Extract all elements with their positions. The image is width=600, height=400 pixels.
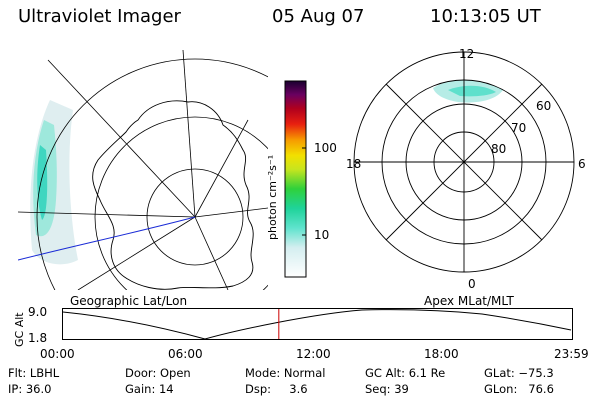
polar-plot bbox=[353, 51, 575, 273]
timeline-xtick-0600: 06:00 bbox=[168, 347, 203, 361]
lat-circle-inner bbox=[146, 168, 244, 266]
polar-panel-label: Apex MLat/MLT bbox=[424, 294, 514, 308]
mlt-label-6: 6 bbox=[578, 157, 586, 171]
colorbar-unit-label: photon cm⁻²s⁻¹ bbox=[266, 154, 279, 240]
timeline-xtick-1200: 12:00 bbox=[296, 347, 331, 361]
altitude-curve bbox=[62, 309, 572, 340]
timeline-xtick-1800: 18:00 bbox=[424, 347, 459, 361]
antarctica-coastline bbox=[92, 100, 254, 290]
mlt-label-0: 0 bbox=[468, 277, 476, 291]
info-mode: Mode: Normal bbox=[245, 366, 326, 380]
timeline-ylabel: GC Alt bbox=[13, 312, 26, 347]
timeline-plot bbox=[62, 308, 573, 340]
colorbar-tick-label-100: 100 bbox=[314, 141, 337, 155]
aurora-patch-geo bbox=[30, 100, 78, 265]
mlat-label-70: 70 bbox=[511, 121, 527, 135]
mlt-label-18: 18 bbox=[346, 157, 362, 171]
info-gcalt: GC Alt: 6.1 Re bbox=[365, 366, 446, 380]
colorbar-tick-label-10: 10 bbox=[314, 228, 330, 242]
colorbar bbox=[284, 80, 307, 278]
lat-circle-outer bbox=[36, 58, 268, 290]
info-dsp: Dsp: 3.6 bbox=[245, 382, 308, 396]
info-glat: GLat: −75.3 bbox=[484, 366, 554, 380]
timeline-xtick-0000: 00:00 bbox=[40, 347, 75, 361]
lat-circle-mid bbox=[94, 116, 268, 290]
info-gain: Gain: 14 bbox=[125, 382, 174, 396]
time-label: 10:13:05 UT bbox=[430, 6, 541, 27]
geographic-map bbox=[18, 50, 268, 290]
info-ip: IP: 36.0 bbox=[8, 382, 52, 396]
timeline-ytick-top: 9.0 bbox=[28, 305, 48, 319]
orbit-track bbox=[18, 216, 196, 261]
lon-line bbox=[194, 119, 249, 218]
mlat-label-60: 60 bbox=[536, 99, 552, 113]
info-flt: Flt: LBHL bbox=[8, 366, 60, 380]
lon-line bbox=[182, 50, 196, 218]
lon-line bbox=[47, 59, 196, 218]
instrument-title: Ultraviolet Imager bbox=[18, 6, 181, 27]
lon-line bbox=[77, 216, 196, 290]
lon-line bbox=[194, 207, 268, 218]
timeline-xtick-2359: 23:59 bbox=[554, 347, 589, 361]
mlat-label-80: 80 bbox=[491, 142, 507, 156]
info-seq: Seq: 39 bbox=[365, 382, 409, 396]
lon-line bbox=[194, 216, 229, 290]
timeline-ytick-bottom: 1.8 bbox=[28, 331, 48, 345]
info-glon: GLon: 76.6 bbox=[484, 382, 554, 396]
lon-line bbox=[18, 211, 196, 218]
date-label: 05 Aug 07 bbox=[272, 6, 365, 27]
mlt-line-diag bbox=[385, 83, 543, 241]
mlt-label-12: 12 bbox=[459, 47, 475, 61]
geographic-panel-label: Geographic Lat/Lon bbox=[70, 294, 188, 308]
info-door: Door: Open bbox=[125, 366, 191, 380]
